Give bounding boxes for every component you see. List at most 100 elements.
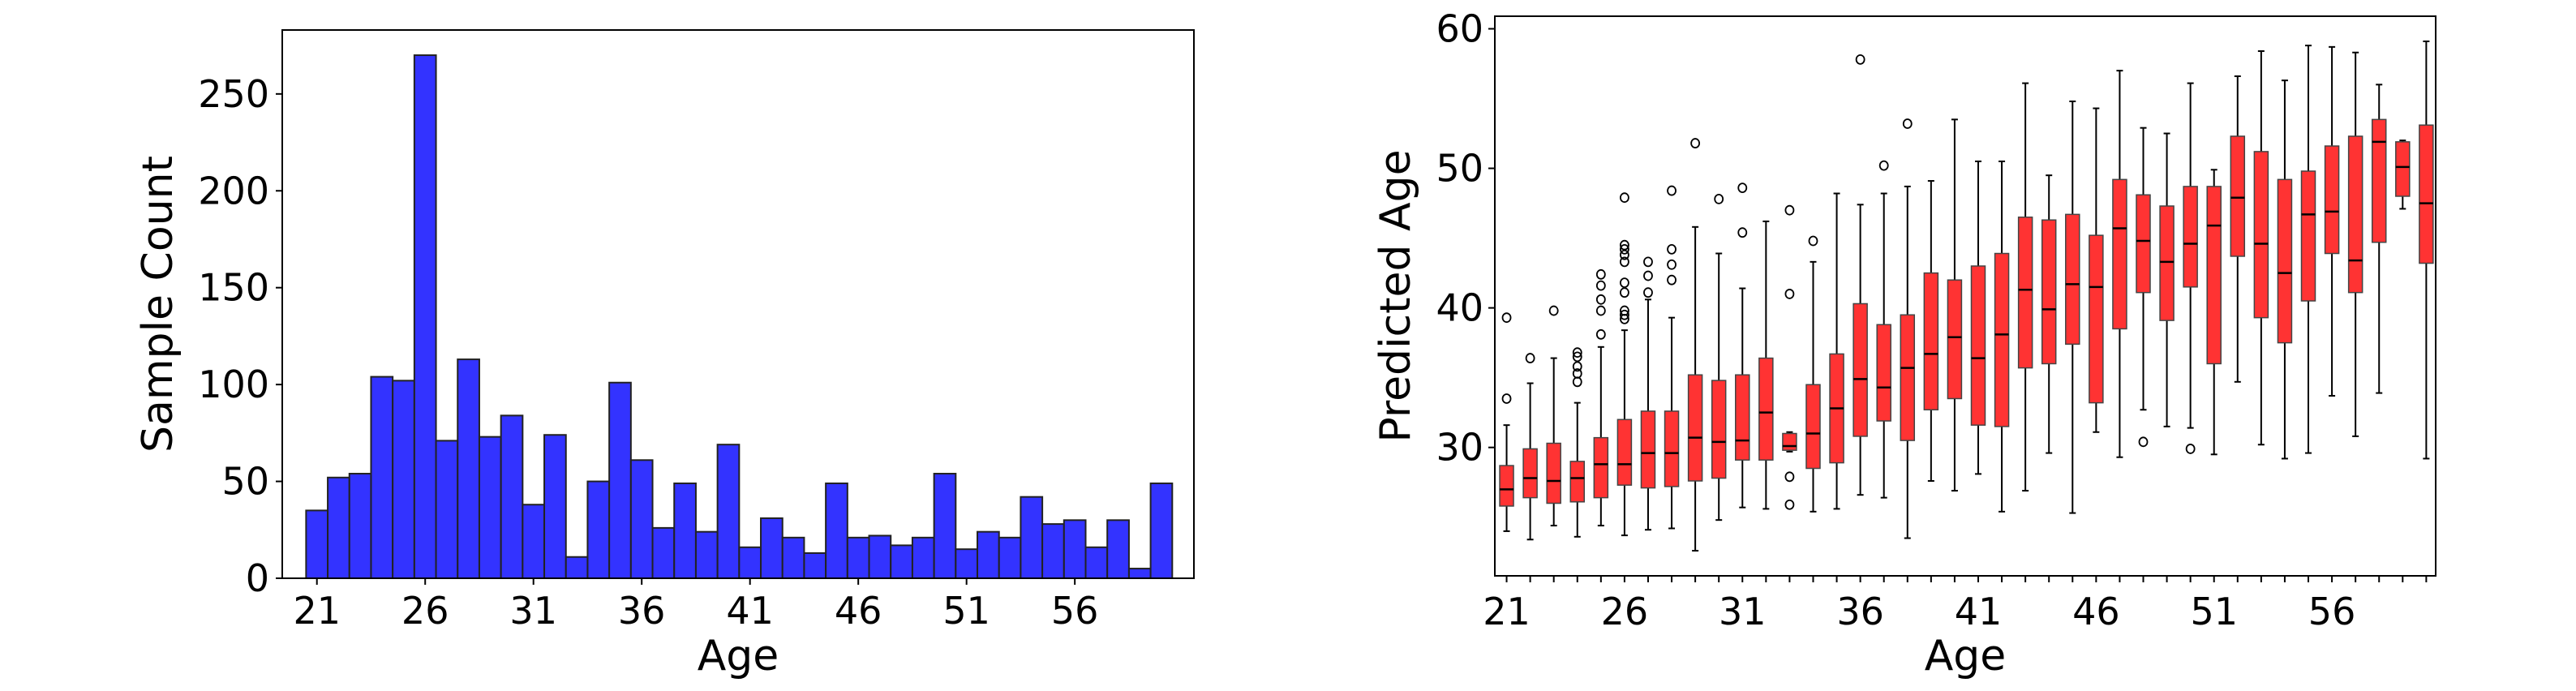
histogram-bar bbox=[868, 534, 892, 580]
box bbox=[1876, 324, 1891, 422]
outlier-point bbox=[1784, 204, 1795, 216]
y-tick-label: 50 bbox=[221, 460, 269, 504]
box bbox=[1782, 432, 1797, 451]
outlier-point bbox=[1784, 471, 1795, 483]
outlier-point bbox=[1572, 361, 1582, 372]
y-tick-label: 50 bbox=[1436, 147, 1483, 191]
box bbox=[2183, 186, 2198, 288]
y-tick-label: 30 bbox=[1436, 426, 1483, 470]
outlier-point bbox=[1619, 192, 1629, 204]
box bbox=[1994, 252, 2010, 427]
histogram-bar bbox=[890, 544, 913, 579]
histogram-bar bbox=[586, 480, 611, 579]
x-tick-label: 31 bbox=[1719, 590, 1767, 633]
outlier-point bbox=[1737, 227, 1748, 238]
box bbox=[1758, 357, 1774, 461]
histogram-bar bbox=[348, 473, 372, 580]
outlier-point bbox=[2138, 436, 2149, 448]
box bbox=[2041, 219, 2057, 365]
x-tick-label: 46 bbox=[835, 589, 882, 633]
outlier-point bbox=[1619, 239, 1629, 251]
histogram-chart: 21 26 31 36 41 46 51 56 0 50 100 150 200 250 bbox=[198, 29, 1195, 633]
histogram-bar bbox=[933, 473, 957, 580]
histogram-bar bbox=[716, 444, 741, 580]
histogram-bar bbox=[1020, 496, 1044, 580]
y-tick-label: 100 bbox=[198, 363, 269, 406]
histogram-bar bbox=[825, 482, 848, 579]
outlier-point bbox=[1572, 347, 1582, 358]
box bbox=[1499, 465, 1514, 507]
histogram-bar bbox=[911, 536, 935, 580]
histogram-bar bbox=[543, 434, 567, 579]
box bbox=[1923, 272, 1939, 410]
box bbox=[1805, 384, 1821, 470]
outlier-point bbox=[1595, 268, 1606, 280]
box bbox=[2112, 178, 2127, 330]
box bbox=[2136, 194, 2151, 294]
outlier-point bbox=[1690, 138, 1701, 148]
box bbox=[2089, 234, 2104, 404]
x-tick-label: 26 bbox=[1601, 590, 1649, 633]
box bbox=[2017, 217, 2033, 369]
box bbox=[1947, 279, 1963, 400]
histogram-bar bbox=[629, 459, 654, 579]
outlier-point bbox=[1902, 118, 1913, 129]
outlier-point bbox=[1619, 277, 1629, 289]
outlier-point bbox=[1619, 243, 1629, 255]
outlier-point bbox=[1572, 351, 1582, 363]
histogram-bar bbox=[1106, 519, 1130, 580]
boxplot-axes-frame bbox=[1494, 15, 2436, 577]
box bbox=[2419, 124, 2434, 264]
y-tick-label: 150 bbox=[198, 266, 269, 310]
box bbox=[2065, 213, 2080, 346]
box bbox=[2159, 205, 2175, 321]
outlier-point bbox=[1619, 249, 1629, 260]
outlier-point bbox=[1784, 499, 1795, 510]
box bbox=[2206, 186, 2222, 365]
box bbox=[1593, 436, 1609, 499]
boxplot-y-axis-label: Predicted Age bbox=[1372, 149, 1420, 442]
x-tick-label: 46 bbox=[2072, 590, 2120, 633]
outlier-point bbox=[1714, 194, 1724, 204]
box bbox=[1853, 303, 1868, 437]
outlier-point bbox=[1595, 280, 1606, 291]
histogram-bar bbox=[673, 482, 697, 579]
histogram-bar bbox=[327, 476, 350, 579]
outlier-point bbox=[1595, 328, 1606, 340]
outlier-point bbox=[1572, 376, 1582, 388]
box bbox=[1522, 448, 1538, 499]
outlier-point bbox=[1619, 287, 1629, 298]
histogram-axes-frame bbox=[281, 29, 1195, 579]
x-tick-label: 51 bbox=[942, 589, 990, 633]
histogram-bar bbox=[955, 548, 979, 580]
outlier-point bbox=[1878, 160, 1889, 171]
histogram-bar bbox=[457, 358, 480, 579]
histogram-bar bbox=[694, 530, 719, 580]
x-tick-label: 41 bbox=[1955, 590, 2003, 633]
histogram-bar bbox=[1084, 546, 1109, 580]
histogram-bar bbox=[478, 436, 502, 579]
box bbox=[2300, 170, 2316, 302]
histogram-bar bbox=[413, 54, 437, 580]
histogram-bar bbox=[392, 380, 415, 579]
outlier-point bbox=[1548, 305, 1559, 316]
outlier-point bbox=[1643, 270, 1653, 281]
histogram-bar bbox=[370, 376, 394, 579]
box bbox=[1640, 410, 1656, 489]
y-tick-label: 200 bbox=[198, 169, 269, 212]
x-tick-label: 56 bbox=[2308, 590, 2356, 633]
histogram-bar bbox=[977, 530, 1000, 580]
outlier-point bbox=[1737, 182, 1748, 194]
outlier-point bbox=[1595, 305, 1606, 316]
outlier-point bbox=[1643, 256, 1653, 268]
box bbox=[2277, 178, 2293, 344]
outlier-point bbox=[1667, 243, 1677, 255]
x-tick-label: 51 bbox=[2190, 590, 2238, 633]
outlier-point bbox=[1501, 393, 1512, 404]
histogram-bar bbox=[846, 536, 870, 580]
histogram-bar bbox=[781, 536, 805, 580]
outlier-point bbox=[1619, 305, 1629, 316]
x-tick-label: 21 bbox=[1483, 590, 1531, 633]
histogram-bar bbox=[1041, 523, 1065, 580]
histogram-y-axis-label: Sample Count bbox=[134, 156, 182, 453]
